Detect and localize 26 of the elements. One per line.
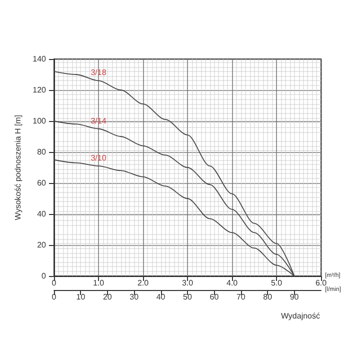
x-tick-label: 2.0 xyxy=(137,278,150,288)
x2-tick-label: 80 xyxy=(263,292,273,302)
x-tick-label: 3.0 xyxy=(182,278,194,288)
x-tick-label: 4.0 xyxy=(226,278,238,288)
y-tick-label: 40 xyxy=(37,210,47,218)
x2-tick-label: 40 xyxy=(156,292,166,302)
y-tick-label: 100 xyxy=(32,116,47,126)
x2-tick-label: 30 xyxy=(130,292,140,302)
y-tick-label: 80 xyxy=(37,148,47,156)
x-tick-label: 5.0 xyxy=(270,278,283,288)
x2-tick-label: 70 xyxy=(236,292,246,302)
series-label: 3/14 xyxy=(90,116,107,126)
y-tick-label: 20 xyxy=(37,240,47,250)
y-axis-title: Wysokość podnoszenia H [m] xyxy=(13,114,22,220)
x2-tick-label: 90 xyxy=(290,292,300,302)
x2-tick-label: 60 xyxy=(210,292,220,302)
y-tick-label: 140 xyxy=(32,54,47,64)
x2-tick-label: 10 xyxy=(76,292,86,302)
x-tick-label: 1.0 xyxy=(92,278,105,288)
text: Wydajność xyxy=(280,312,320,320)
x2-tick-label: 20 xyxy=(102,292,112,302)
y-tick-label: 60 xyxy=(37,178,47,188)
y-tick-label: 120 xyxy=(32,86,47,94)
x-tick-label: 6.0 xyxy=(315,278,328,288)
x2-tick-label: 50 xyxy=(183,292,192,302)
y-tick-label: 0 xyxy=(42,272,47,280)
